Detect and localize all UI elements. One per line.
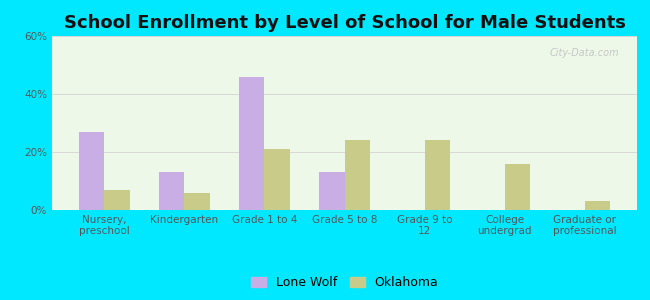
Legend: Lone Wolf, Oklahoma: Lone Wolf, Oklahoma	[246, 271, 443, 294]
Text: City-Data.com: City-Data.com	[550, 48, 619, 58]
Bar	[504, 164, 530, 210]
Bar	[344, 140, 370, 210]
Bar	[79, 132, 104, 210]
Bar	[424, 140, 450, 210]
Bar	[265, 149, 290, 210]
Title: School Enrollment by Level of School for Male Students: School Enrollment by Level of School for…	[64, 14, 625, 32]
Bar	[319, 172, 344, 210]
Bar	[104, 190, 130, 210]
Bar	[239, 76, 265, 210]
Bar	[185, 193, 210, 210]
Bar	[159, 172, 185, 210]
Bar	[585, 201, 610, 210]
